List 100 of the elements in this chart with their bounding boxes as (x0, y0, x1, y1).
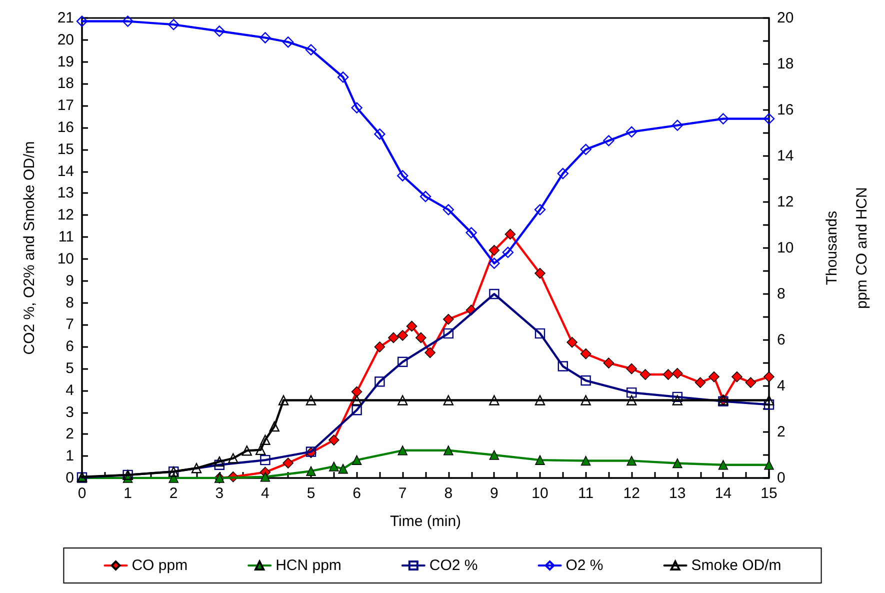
y2-tick-label: 2 (777, 424, 786, 440)
y-axis-title: CO2 %, O2% and Smoke OD/m (21, 141, 38, 355)
point (351, 386, 362, 398)
point (242, 446, 252, 456)
point (672, 120, 683, 131)
point (626, 456, 636, 466)
point (282, 36, 294, 48)
point (580, 375, 591, 386)
y2-tick-label: 6 (777, 332, 786, 348)
point (260, 434, 270, 445)
point (626, 395, 637, 406)
y2-tick-label: 14 (777, 148, 794, 164)
y2-tick-label: 10 (777, 240, 794, 256)
point (269, 421, 280, 432)
point (557, 168, 568, 180)
point (672, 392, 682, 402)
point (534, 395, 546, 406)
point (603, 135, 614, 146)
point (694, 377, 706, 388)
point (374, 342, 386, 352)
point (168, 18, 180, 30)
x-tick-label: 3 (215, 485, 224, 502)
point (444, 446, 454, 456)
point (662, 369, 674, 380)
y-tick-label: 17 (57, 97, 74, 114)
point (488, 244, 500, 256)
point (398, 395, 408, 406)
point (488, 258, 500, 269)
point (329, 462, 339, 472)
point (397, 170, 408, 182)
y2-tick-label: 0 (777, 470, 786, 486)
legend-label: HCN ppm (276, 557, 342, 574)
point (443, 328, 454, 339)
x-tick-label: 5 (306, 485, 316, 502)
point (603, 358, 614, 368)
point (732, 371, 742, 382)
point (718, 113, 729, 124)
point (306, 395, 316, 406)
point (466, 227, 477, 238)
point (489, 288, 500, 300)
point (580, 395, 591, 406)
point (398, 356, 408, 368)
y-tick-label: 7 (66, 316, 74, 334)
y-tick-label: 15 (57, 140, 74, 158)
point (351, 102, 362, 114)
point (305, 44, 317, 56)
y2-tick-label: 8 (777, 286, 786, 302)
legend-label: Smoke OD/m (691, 557, 782, 574)
point (228, 453, 238, 464)
point (443, 395, 454, 406)
point (764, 371, 774, 382)
point (260, 32, 271, 44)
point (672, 458, 682, 468)
point (374, 376, 385, 387)
point (745, 377, 756, 388)
y-tick-label: 3 (66, 404, 74, 421)
y2-tick-label: 18 (777, 56, 794, 72)
point (122, 16, 134, 27)
point (763, 113, 775, 124)
y-tick-label: 1 (66, 448, 74, 465)
y-tick-label: 5 (66, 360, 74, 377)
point (504, 228, 516, 240)
x-tick-label: 6 (352, 485, 361, 502)
x-tick-label: 11 (578, 485, 594, 502)
point (708, 371, 720, 382)
point (489, 450, 500, 460)
point (764, 395, 774, 406)
point (398, 446, 408, 456)
point (626, 363, 637, 374)
point (764, 400, 774, 410)
y-tick-label: 16 (57, 119, 74, 136)
y-tick-label: 9 (66, 272, 74, 290)
y-tick-label: 8 (66, 294, 74, 312)
x-tick-label: 13 (669, 485, 686, 502)
point (580, 456, 591, 466)
point (672, 368, 683, 379)
y-tick-label: 21 (57, 10, 74, 26)
x-tick-label: 7 (398, 485, 407, 502)
point (256, 444, 266, 456)
x-tick-label: 8 (444, 485, 453, 502)
point (489, 395, 500, 406)
legend-label: CO2 % (429, 557, 478, 574)
point (534, 328, 546, 339)
x-tick-label: 1 (124, 485, 132, 502)
point (640, 369, 651, 380)
y-tick-label: 2 (66, 426, 74, 443)
point (337, 72, 349, 83)
point (352, 455, 362, 465)
x-tick-label: 9 (490, 485, 498, 502)
point (443, 314, 454, 325)
x-tick-label: 2 (169, 485, 178, 502)
point (328, 434, 340, 446)
y-tick-label: 19 (57, 53, 74, 70)
y2-tick-label: 20 (777, 10, 794, 26)
point (534, 204, 546, 216)
point (278, 395, 289, 406)
point (672, 395, 682, 406)
x-tick-label: 14 (714, 485, 732, 502)
point (566, 336, 578, 348)
point (282, 458, 294, 468)
